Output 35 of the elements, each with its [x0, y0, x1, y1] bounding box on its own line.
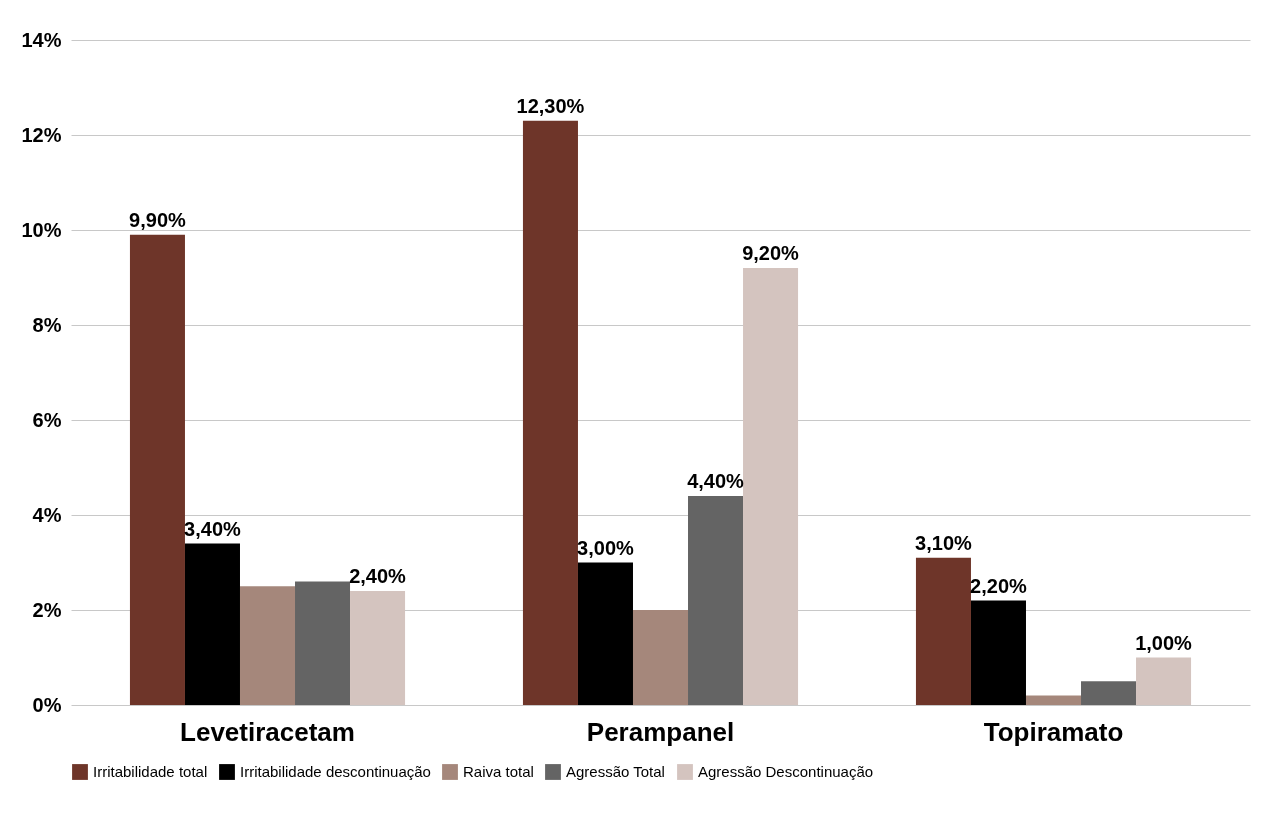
bar [129, 234, 185, 705]
data-label: 9,20% [742, 242, 800, 264]
y-tick-label: 8% [32, 313, 62, 336]
y-tick-label: 0% [32, 693, 62, 716]
data-label: 1,00% [1135, 631, 1193, 654]
legend-label: Irritabilidade total [93, 763, 208, 780]
data-label: 9,90% [129, 208, 187, 231]
y-tick-label: 6% [32, 408, 62, 431]
bar [522, 120, 578, 705]
bar [1025, 695, 1082, 705]
y-tick-label: 14% [21, 28, 62, 51]
legend-label: Raiva total [463, 763, 534, 780]
y-tick-label: 2% [32, 598, 62, 621]
x-tick-label: Topiramato [983, 716, 1124, 747]
legend-label: Agressão Total [566, 763, 665, 780]
y-tick-label: 4% [32, 503, 62, 526]
legend-label: Irritabilidade descontinuação [240, 763, 431, 780]
y-tick-label: 10% [21, 218, 62, 241]
bar [688, 496, 744, 705]
bar [915, 557, 971, 705]
y-tick-label: 12% [21, 123, 62, 146]
bar [239, 586, 296, 705]
data-label: 3,10% [915, 531, 973, 554]
bar [577, 562, 633, 705]
x-tick-label: Levetiracetam [180, 716, 355, 747]
data-label: 12,30% [516, 94, 585, 117]
bar [632, 610, 689, 705]
data-label: 2,40% [349, 565, 407, 587]
bar [1081, 681, 1137, 705]
bar [184, 543, 240, 705]
data-label: 4,40% [687, 470, 745, 492]
bar [295, 581, 351, 705]
x-tick-label: Perampanel [586, 716, 735, 747]
bar [970, 600, 1026, 705]
legend-label: Agressão Descontinuação [698, 763, 874, 780]
